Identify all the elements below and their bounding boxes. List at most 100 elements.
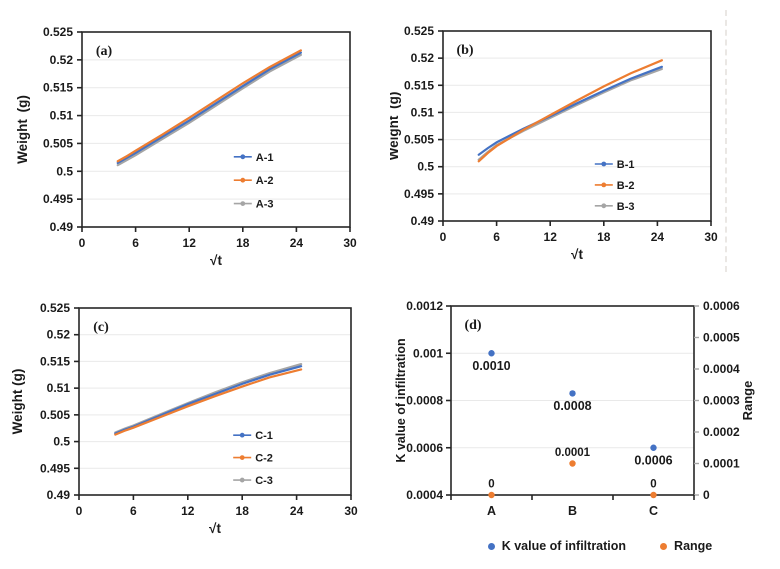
legend-item-k-value: K value of infiltration — [487, 539, 627, 553]
panel-d-legend: K value of infiltration Range — [428, 539, 772, 553]
axes: 0.49 0.495 0.5 0.505 0.51 0.515 0.52 0.525 0 6 12 1… — [40, 301, 358, 518]
data-points: 0.0010 0.0008 0.0006 0 0.0001 0 — [472, 350, 673, 499]
legend-marker-dot — [601, 161, 607, 167]
x-tick-label: 24 — [290, 504, 304, 518]
category-label-B: B — [568, 504, 577, 518]
panel-a-weight-vs-sqrt-t: 0.49 0.495 0.5 0.505 0.51 0.515 0.52 0.525 0 6 12 1… — [15, 25, 357, 268]
y-axis-title: Weight (g) — [15, 95, 30, 164]
scan-artifact-dashed-line — [725, 10, 727, 272]
x-tick-label: 0 — [76, 504, 83, 518]
legend-marker-dot — [240, 154, 246, 160]
legend-item-range: Range — [660, 539, 712, 553]
axes: 0.49 0.495 0.5 0.505 0.51 0.515 0.52 0.525 0 6 12 1… — [404, 24, 718, 244]
x-tick-label: 24 — [290, 236, 304, 250]
x-tick-label: 18 — [597, 230, 611, 244]
point-label-Range-A: 0 — [488, 479, 494, 491]
legend: B-1 B-2 B-3 — [594, 159, 635, 213]
x-tick-label: 6 — [493, 230, 500, 244]
y-tick-label: 0.505 — [43, 136, 73, 150]
gridlines — [79, 334, 351, 469]
x-tick-label: 30 — [704, 230, 718, 244]
x-tick-label: 6 — [130, 504, 137, 518]
right-tick-label: 0 — [703, 488, 710, 502]
k-value-dot-icon — [487, 542, 495, 550]
gridlines — [443, 57, 711, 195]
y-tick-label: 0.52 — [50, 53, 74, 67]
x-axis-title: √t — [209, 521, 221, 536]
right-tick-label: 0.0005 — [703, 331, 740, 345]
legend-marker-dot — [240, 201, 246, 207]
left-tick-label: 0.0008 — [406, 394, 443, 408]
y-axis-title: Weight (g) — [10, 369, 25, 435]
legend-label-A-1: A-1 — [256, 152, 274, 164]
x-tick-label: 24 — [651, 230, 665, 244]
legend-label-A-3: A-3 — [256, 199, 274, 211]
point-label-K value of infiltration-B: 0.0008 — [553, 399, 591, 413]
legend-label-k-value: K value of infiltration — [501, 539, 627, 553]
y-tick-label: 0.49 — [50, 220, 74, 234]
right-tick-label: 0.0003 — [703, 394, 740, 408]
y-axis-title: Weight (g) — [390, 92, 401, 161]
point-Range-B — [569, 460, 576, 467]
panel-label: (d) — [464, 318, 481, 333]
series-line-B-3 — [477, 67, 663, 161]
y-tick-label: 0.515 — [40, 354, 70, 368]
gridlines — [82, 59, 350, 200]
category-label-A: A — [487, 504, 496, 518]
y-tick-label: 0.5 — [417, 160, 434, 174]
y-tick-label: 0.505 — [40, 408, 70, 422]
x-tick-label: 0 — [79, 236, 86, 250]
plot-frame — [81, 31, 351, 228]
range-dot-icon — [660, 542, 668, 550]
y-tick-label: 0.495 — [40, 461, 70, 475]
plot-frame — [442, 30, 712, 222]
y-tick-label: 0.5 — [56, 164, 73, 178]
x-tick-label: 30 — [344, 504, 358, 518]
panel-label: (a) — [96, 44, 113, 59]
right-tick-label: 0.0001 — [703, 457, 740, 471]
y-tick-label: 0.515 — [43, 81, 73, 95]
legend-label-B-2: B-2 — [617, 180, 635, 192]
point-label-Range-B: 0.0001 — [555, 447, 591, 459]
legend: C-1 C-2 C-3 — [233, 430, 273, 487]
point-label-K value of infiltration-C: 0.0006 — [634, 453, 672, 467]
left-axis-title: K value of infiltration — [394, 338, 408, 462]
legend-label-B-3: B-3 — [617, 201, 635, 213]
legend-label-A-2: A-2 — [256, 175, 274, 187]
right-tick-label: 0.0002 — [703, 425, 740, 439]
point-K value of infiltration-A — [488, 350, 495, 357]
legend-marker-dot — [601, 182, 607, 188]
point-K value of infiltration-B — [569, 390, 576, 397]
y-tick-label: 0.525 — [40, 301, 70, 315]
y-tick-label: 0.52 — [411, 51, 435, 65]
y-tick-label: 0.49 — [411, 214, 435, 228]
legend-label-C-3: C-3 — [255, 475, 273, 487]
legend-label-C-2: C-2 — [255, 453, 273, 465]
y-tick-label: 0.525 — [43, 25, 73, 39]
x-tick-label: 12 — [183, 236, 197, 250]
right-tick-label: 0.0004 — [703, 362, 740, 376]
legend-marker-dot — [239, 432, 245, 438]
x-tick-label: 30 — [343, 236, 357, 250]
y-tick-label: 0.5 — [53, 435, 70, 449]
y-tick-label: 0.52 — [47, 328, 71, 342]
point-K value of infiltration-C — [650, 444, 657, 451]
left-tick-label: 0.0006 — [406, 441, 443, 455]
x-tick-label: 18 — [236, 504, 250, 518]
series-line-B-2 — [477, 59, 663, 163]
right-axis-title: Range — [740, 381, 755, 421]
y-tick-label: 0.495 — [43, 192, 73, 206]
x-axis-title: √t — [210, 253, 222, 268]
category-label-C: C — [649, 504, 658, 518]
y-tick-label: 0.525 — [404, 24, 434, 38]
x-axis-title: √t — [571, 247, 583, 262]
series-line-C-2 — [114, 368, 303, 436]
x-tick-label: 18 — [236, 236, 250, 250]
x-tick-label: 12 — [181, 504, 195, 518]
panel-b-weight-vs-sqrt-t: 0.49 0.495 0.5 0.505 0.51 0.515 0.52 0.525 0 6 12 1… — [390, 24, 718, 262]
panel-label: (b) — [456, 43, 473, 58]
y-tick-label: 0.515 — [404, 78, 434, 92]
series-line-A-1 — [116, 51, 302, 165]
series-line-A-3 — [116, 53, 302, 167]
left-tick-label: 0.001 — [413, 346, 443, 360]
